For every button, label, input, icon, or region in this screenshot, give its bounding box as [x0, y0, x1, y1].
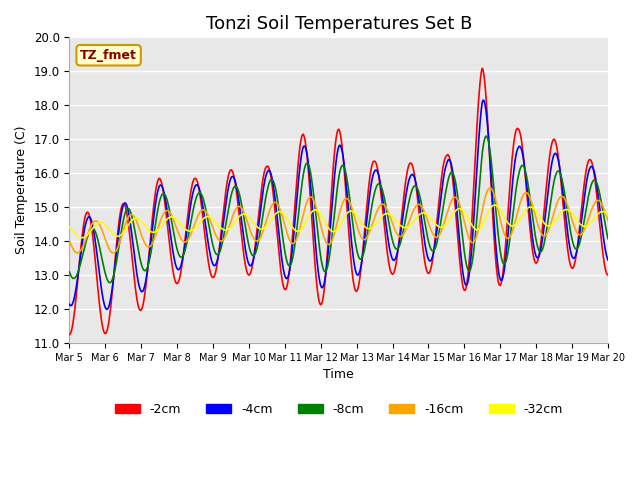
Title: Tonzi Soil Temperatures Set B: Tonzi Soil Temperatures Set B: [205, 15, 472, 33]
Y-axis label: Soil Temperature (C): Soil Temperature (C): [15, 126, 28, 254]
X-axis label: Time: Time: [323, 368, 354, 381]
Legend: -2cm, -4cm, -8cm, -16cm, -32cm: -2cm, -4cm, -8cm, -16cm, -32cm: [109, 398, 568, 421]
Text: TZ_fmet: TZ_fmet: [80, 49, 137, 62]
